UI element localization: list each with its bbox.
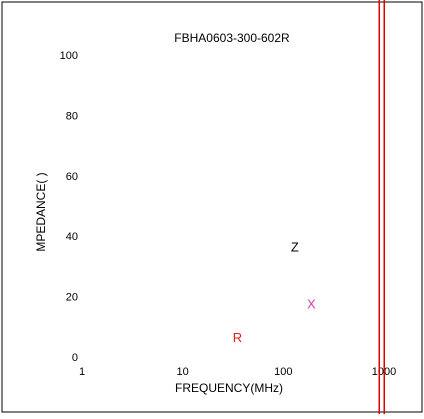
y-axis-label: MPEDANCE( ) bbox=[34, 172, 48, 251]
series-label-r: R bbox=[233, 330, 242, 345]
x-tick-label: 1 bbox=[79, 366, 85, 378]
series-label-x: X bbox=[307, 297, 316, 312]
chart-title: FBHA0603-300-602R bbox=[174, 31, 290, 45]
x-tick-label: 10 bbox=[177, 366, 189, 378]
vertical-markers bbox=[378, 0, 386, 414]
y-tick-labels: 0 20 40 60 80 100 bbox=[60, 50, 78, 364]
plot-frame bbox=[1, 1, 423, 413]
y-tick-label: 40 bbox=[66, 231, 78, 243]
x-tick-label: 100 bbox=[274, 366, 292, 378]
y-tick-label: 60 bbox=[66, 171, 78, 183]
series-label-z: Z bbox=[291, 239, 299, 254]
y-tick-label: 0 bbox=[72, 352, 78, 364]
y-tick-label: 100 bbox=[60, 50, 78, 62]
y-tick-label: 20 bbox=[66, 292, 78, 304]
x-axis-label: FREQUENCY(MHz) bbox=[175, 381, 283, 395]
series-labels: Z X R bbox=[233, 239, 316, 345]
y-tick-label: 80 bbox=[66, 110, 78, 122]
